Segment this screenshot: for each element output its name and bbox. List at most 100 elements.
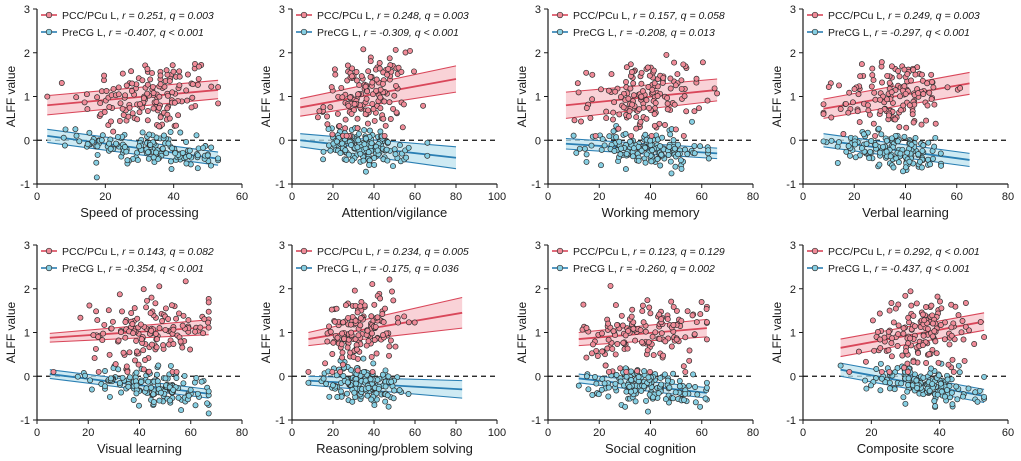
pcc-data-point	[156, 104, 163, 111]
precg-data-point	[676, 378, 683, 384]
pcc-data-point	[153, 98, 160, 105]
pcc-data-point	[680, 363, 687, 370]
precg-data-point	[926, 387, 933, 394]
precg-data-point	[640, 383, 647, 390]
precg-data-point	[94, 143, 101, 150]
pcc-data-point	[58, 80, 65, 86]
precg-data-point	[628, 368, 635, 375]
pcc-data-point	[928, 96, 935, 103]
pcc-data-point	[94, 317, 101, 324]
x-tick-label: 40	[368, 427, 380, 439]
x-tick-label: 40	[168, 191, 180, 203]
precg-data-point	[323, 380, 330, 387]
pcc-data-point	[86, 302, 93, 309]
pcc-data-point	[101, 321, 108, 328]
precg-data-point	[890, 164, 897, 171]
pcc-data-point	[342, 125, 349, 132]
pcc-data-point	[157, 72, 164, 79]
pcc-data-point	[643, 97, 650, 104]
pcc-data-point	[906, 102, 913, 109]
precg-data-point	[847, 152, 853, 159]
pcc-data-point	[624, 345, 631, 352]
pcc-data-point	[173, 315, 180, 322]
precg-data-point	[828, 137, 835, 144]
y-tick-label: 3	[535, 4, 541, 16]
precg-data-point	[375, 385, 382, 392]
pcc-data-point	[166, 78, 173, 85]
y-axis-label: ALFF value	[515, 65, 529, 127]
pcc-data-point	[116, 118, 123, 124]
pcc-data-point	[950, 368, 957, 375]
precg-data-point	[598, 386, 605, 393]
pcc-data-point	[176, 82, 183, 89]
pcc-data-point	[885, 347, 892, 354]
pcc-data-point	[119, 70, 126, 77]
pcc-data-point	[825, 84, 832, 90]
precg-data-point	[702, 395, 709, 402]
pcc-data-point	[602, 362, 609, 369]
pcc-data-point	[391, 92, 398, 99]
y-tick-label: 0	[24, 135, 30, 147]
pcc-data-point	[380, 115, 387, 122]
pcc-data-point	[353, 77, 360, 84]
x-tick-label: 40	[899, 191, 911, 203]
precg-data-point	[186, 147, 193, 154]
precg-data-point	[133, 369, 140, 376]
precg-data-point	[364, 392, 371, 399]
pcc-data-point	[352, 336, 359, 343]
pcc-data-point	[901, 83, 908, 90]
precg-data-point	[138, 378, 145, 385]
precg-data-point	[180, 380, 187, 387]
pcc-data-point	[105, 307, 112, 314]
pcc-data-point	[846, 89, 853, 96]
pcc-data-point	[379, 80, 386, 87]
precg-data-point	[181, 372, 188, 379]
pcc-data-point	[846, 368, 853, 375]
precg-data-point	[948, 389, 955, 396]
pcc-data-point	[337, 368, 344, 375]
pcc-data-point	[205, 308, 212, 315]
pcc-data-point	[649, 333, 656, 340]
precg-data-point	[424, 139, 431, 146]
pcc-data-point	[340, 361, 346, 368]
precg-data-point	[121, 144, 128, 150]
pcc-data-point	[897, 93, 903, 100]
precg-data-point	[107, 375, 114, 382]
legend-series-label: PreCG L,	[573, 27, 620, 39]
pcc-data-point	[389, 288, 395, 295]
y-tick-label: 2	[790, 48, 796, 60]
pcc-data-point	[836, 82, 842, 89]
legend-entry: PreCG L, r = -0.407, q < 0.001	[62, 27, 204, 39]
precg-data-point	[392, 151, 399, 158]
pcc-data-point	[866, 111, 873, 118]
pcc-data-point	[684, 308, 691, 315]
pcc-data-point	[660, 74, 667, 81]
precg-data-point	[405, 391, 412, 397]
pcc-data-point	[371, 301, 378, 308]
pcc-data-point	[150, 105, 157, 112]
pcc-data-point	[696, 105, 702, 112]
pcc-data-point	[625, 113, 632, 120]
y-axis-label: ALFF value	[4, 301, 18, 363]
y-tick-label: 3	[279, 240, 285, 252]
precg-data-point	[632, 398, 639, 405]
pcc-data-point	[332, 71, 339, 78]
pcc-data-point	[949, 356, 956, 363]
x-tick-label: 60	[951, 191, 963, 203]
pcc-data-point	[162, 326, 169, 333]
precg-data-point	[617, 378, 624, 385]
precg-data-point	[173, 375, 180, 381]
y-tick-label: 3	[790, 240, 796, 252]
pcc-data-point	[339, 330, 346, 337]
precg-data-point	[675, 141, 681, 148]
pcc-data-point	[904, 368, 911, 375]
pcc-data-point	[646, 105, 652, 111]
precg-data-point	[365, 385, 372, 391]
precg-data-point	[183, 139, 190, 145]
precg-ci-upper	[840, 362, 985, 390]
pcc-data-point	[955, 312, 962, 319]
precg-data-point	[588, 142, 595, 149]
precg-data-point	[616, 138, 623, 145]
precg-data-point	[361, 141, 368, 148]
pcc-data-point	[612, 88, 619, 95]
